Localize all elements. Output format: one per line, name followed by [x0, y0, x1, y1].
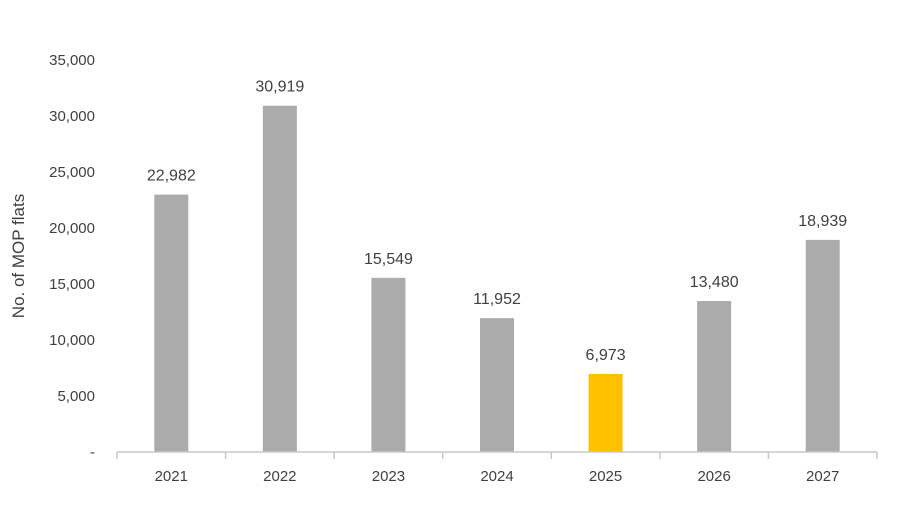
y-tick-label: 25,000: [49, 164, 95, 181]
bar-2025: [588, 373, 623, 452]
data-label-2021: 22,982: [147, 168, 196, 185]
data-label-2022: 30,919: [255, 79, 304, 96]
bar-2021: [154, 194, 189, 452]
y-axis-title: No. of MOP flats: [9, 194, 28, 318]
bar-2023: [371, 277, 406, 452]
y-tick-label: 20,000: [49, 220, 95, 237]
bar-2027: [805, 239, 840, 452]
y-axis: - 5,000 10,000 15,000 20,000 25,000 30,000 35,0…: [49, 52, 95, 461]
x-tick-label: 2027: [806, 468, 839, 485]
bar-2026: [697, 301, 732, 452]
bar-2024: [480, 318, 514, 452]
data-label-2023: 15,549: [364, 251, 413, 268]
x-tick-label: 2024: [480, 468, 513, 485]
y-tick-label: 35,000: [49, 52, 95, 69]
bars-group: [154, 105, 840, 452]
y-tick-label: 15,000: [49, 276, 95, 293]
data-label-2025: 6,973: [586, 347, 626, 364]
bar-2022: [262, 105, 297, 452]
x-tick-label: 2021: [155, 468, 188, 485]
y-tick-label: -: [90, 444, 95, 461]
x-tick-label: 2025: [589, 468, 622, 485]
data-labels-group: 22,982 30,919 15,549 11,952 6,973 13,480 18,93…: [147, 79, 847, 364]
y-tick-label: 5,000: [57, 388, 95, 405]
x-tick-label: 2026: [697, 468, 730, 485]
x-tick-label: 2023: [372, 468, 405, 485]
data-label-2027: 18,939: [798, 213, 847, 230]
data-label-2024: 11,952: [473, 291, 521, 308]
y-tick-label: 10,000: [49, 332, 95, 349]
y-tick-label: 30,000: [49, 108, 95, 125]
x-tick-label: 2022: [263, 468, 296, 485]
x-axis: 2021 2022 2023 2024 2025 2026 2027: [116, 451, 878, 485]
data-label-2026: 13,480: [690, 274, 739, 291]
